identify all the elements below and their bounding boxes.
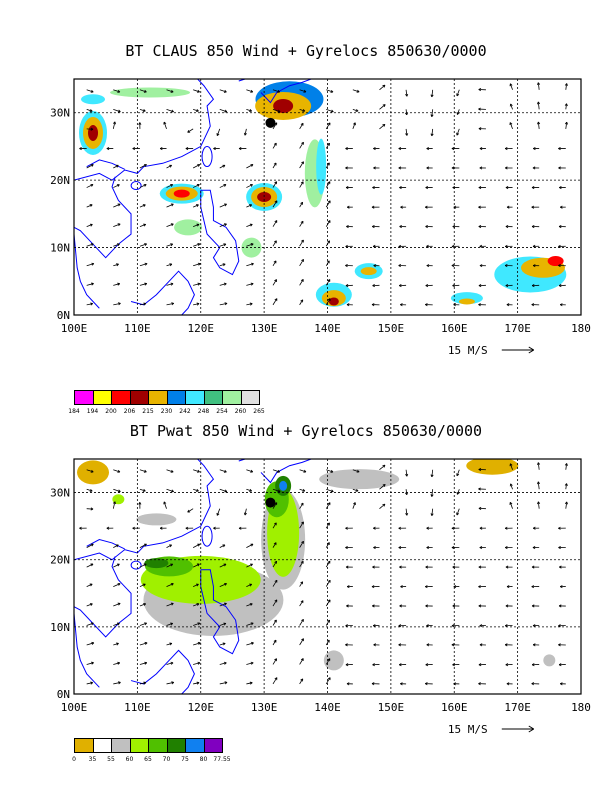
colorbar-label: 184 bbox=[68, 408, 80, 415]
top-colorbar: 184 194 200 206 215 230 242 248 254 260 265 bbox=[68, 390, 265, 420]
bottom-panel-title: BT Pwat 850 Wind + Gyrelocs 850630/0000 bbox=[129, 422, 483, 440]
reference-vector-label: 15 M/S bbox=[448, 723, 488, 736]
colorbar-label: 230 bbox=[160, 408, 173, 415]
x-tick-label: 130E bbox=[251, 322, 278, 335]
colorbar-swatch bbox=[240, 390, 260, 405]
cloud-blob bbox=[547, 256, 564, 267]
reference-arrow bbox=[501, 725, 535, 733]
cloud-blob bbox=[543, 654, 556, 667]
cloud-blob bbox=[279, 480, 288, 491]
y-tick-label: 20N bbox=[50, 174, 70, 187]
x-tick-label: 120E bbox=[188, 322, 215, 335]
coastline bbox=[74, 459, 313, 694]
colorbar-label: 0 bbox=[72, 756, 76, 763]
colorbar-label: 200 bbox=[105, 408, 117, 415]
map-field bbox=[74, 79, 568, 315]
x-tick-label: 110E bbox=[124, 701, 151, 714]
colorbar-label: 194 bbox=[86, 408, 99, 415]
cloud-blob bbox=[360, 267, 377, 276]
x-tick-label: 170E bbox=[504, 322, 531, 335]
colorbar-label: 248 bbox=[197, 408, 210, 415]
colorbar-label: 55 bbox=[107, 756, 115, 763]
colorbar-label: 215 bbox=[142, 408, 154, 415]
cloud-blob bbox=[319, 469, 400, 490]
colorbar-label: 260 bbox=[234, 408, 247, 415]
map-field bbox=[74, 459, 568, 694]
y-tick-label: 0N bbox=[57, 688, 70, 701]
gridlines bbox=[74, 79, 581, 315]
x-tick-label: 160E bbox=[441, 322, 468, 335]
colorbar-label: 35 bbox=[88, 756, 97, 763]
x-tick-label: 140E bbox=[314, 322, 341, 335]
y-tick-label: 10N bbox=[50, 621, 70, 634]
x-tick-label: 100E bbox=[61, 701, 88, 714]
colorbar-label: 65 bbox=[144, 756, 152, 763]
wind-vectors bbox=[79, 82, 568, 307]
cloud-blob bbox=[77, 460, 110, 485]
x-tick-label: 180 bbox=[571, 322, 591, 335]
map-frame bbox=[73, 458, 582, 695]
colorbar-label: 80 bbox=[199, 756, 208, 763]
colorbar-swatch bbox=[185, 738, 205, 753]
x-tick-label: 170E bbox=[504, 701, 531, 714]
y-tick-label: 30N bbox=[50, 107, 70, 120]
colorbar-swatch bbox=[92, 738, 112, 753]
colorbar-label: 77.55 bbox=[213, 756, 231, 763]
y-tick-label: 10N bbox=[50, 242, 70, 255]
cloud-blob bbox=[136, 513, 177, 526]
colorbar-label: 242 bbox=[179, 408, 191, 415]
cloud-blob bbox=[458, 298, 475, 305]
cloud-blob bbox=[273, 98, 294, 113]
gyre-location-marker bbox=[265, 117, 276, 128]
cloud-blob bbox=[173, 189, 190, 198]
colorbar-swatch bbox=[203, 738, 223, 753]
cloud-blob bbox=[144, 558, 169, 569]
colorbar-label: 265 bbox=[253, 408, 265, 415]
colorbar-label: 254 bbox=[216, 408, 228, 415]
cloud-blob bbox=[174, 219, 203, 236]
cloud-blob bbox=[450, 292, 483, 305]
cloud-blob bbox=[110, 87, 191, 98]
colorbar-swatch bbox=[74, 738, 94, 753]
x-tick-label: 150E bbox=[378, 701, 405, 714]
colorbar-swatch bbox=[111, 738, 131, 753]
top-wind-map: 100E 110E 120E 130E 140E 150E 160E 170E 180 0N 10N… bbox=[50, 78, 591, 357]
cloud-blob bbox=[316, 138, 327, 195]
x-tick-label: 180 bbox=[571, 701, 591, 714]
y-tick-label: 30N bbox=[50, 487, 70, 500]
colorbar-swatch bbox=[148, 738, 168, 753]
colorbar-label: 70 bbox=[162, 756, 171, 763]
bottom-colorbar: 0 35 55 60 65 70 75 80 77.55 bbox=[72, 738, 260, 768]
colorbar-label: 206 bbox=[123, 408, 136, 415]
x-tick-label: 100E bbox=[61, 322, 88, 335]
gridlines bbox=[74, 459, 581, 694]
x-tick-label: 150E bbox=[378, 322, 405, 335]
cloud-blob bbox=[323, 650, 344, 671]
x-tick-label: 160E bbox=[441, 701, 468, 714]
y-tick-label: 0N bbox=[57, 309, 70, 322]
reference-vector-label: 15 M/S bbox=[448, 344, 488, 357]
colorbar-label: 60 bbox=[125, 756, 134, 763]
colorbar-swatch bbox=[166, 738, 186, 753]
x-tick-label: 120E bbox=[188, 701, 215, 714]
x-tick-label: 130E bbox=[251, 701, 278, 714]
coastline bbox=[74, 79, 313, 315]
map-frame bbox=[73, 78, 582, 316]
gyre-location-marker bbox=[265, 497, 276, 508]
top-panel-title: BT CLAUS 850 Wind + Gyrelocs 850630/0000 bbox=[125, 42, 487, 60]
x-tick-label: 110E bbox=[124, 322, 151, 335]
cloud-blob bbox=[466, 459, 519, 475]
x-tick-label: 140E bbox=[314, 701, 341, 714]
cloud-blob bbox=[328, 297, 339, 306]
y-tick-label: 20N bbox=[50, 554, 70, 567]
colorbar-swatch bbox=[129, 738, 149, 753]
reference-arrow bbox=[501, 346, 535, 354]
cloud-blob bbox=[81, 94, 106, 105]
colorbar-label: 75 bbox=[181, 756, 189, 763]
